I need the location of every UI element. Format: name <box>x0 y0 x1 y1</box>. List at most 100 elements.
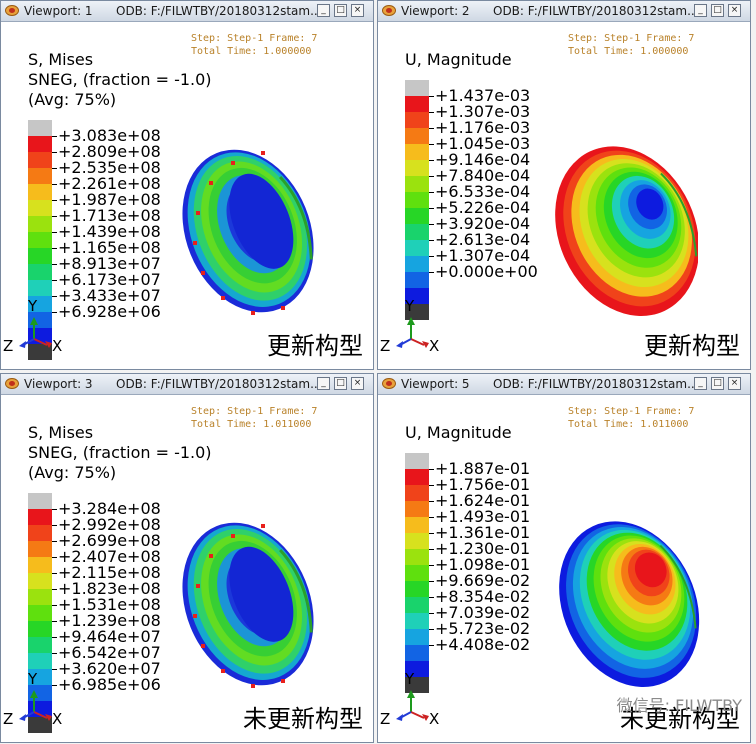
legend-swatch <box>28 344 52 360</box>
legend-tick <box>429 565 434 566</box>
legend-value: +1.624e-01 <box>435 491 531 510</box>
axis-label-x: X <box>429 337 440 355</box>
legend-swatch <box>405 613 429 629</box>
legend-swatch <box>28 605 52 621</box>
legend-tick <box>52 605 57 606</box>
legend-value: +5.226e-04 <box>435 198 531 217</box>
legend-swatch <box>28 621 52 637</box>
legend-value: +2.115e+08 <box>58 563 161 582</box>
legend-swatch <box>405 176 429 192</box>
legend-swatch <box>405 645 429 661</box>
contour-header-line: SNEG, (fraction = -1.0) <box>28 443 212 462</box>
maximize-icon[interactable]: □ <box>711 4 724 17</box>
minimize-icon[interactable]: _ <box>317 4 330 17</box>
legend-swatch <box>405 629 429 645</box>
legend-value: +1.887e-01 <box>435 459 531 478</box>
minimize-icon[interactable]: _ <box>317 377 330 390</box>
legend-value: +1.098e-01 <box>435 555 531 574</box>
contour-header-line: U, Magnitude <box>405 423 512 442</box>
maximize-icon[interactable]: □ <box>334 377 347 390</box>
legend-tick <box>52 653 57 654</box>
legend-value: +1.307e-03 <box>435 102 531 121</box>
legend-swatch <box>405 501 429 517</box>
viewport-titlebar[interactable]: Viewport: 1 ODB: F:/FILWTBY/20180312stam.… <box>1 1 373 22</box>
abaqus-app-icon <box>382 378 396 389</box>
viewport-titlebar[interactable]: Viewport: 5 ODB: F:/FILWTBY/20180312stam.… <box>378 374 750 395</box>
legend-swatch <box>28 232 52 248</box>
odb-path: ODB: F:/FILWTBY/20180312stam... <box>116 4 322 18</box>
legend-tick <box>52 152 57 153</box>
legend-tick <box>52 685 57 686</box>
configuration-caption: 未更新构型 <box>243 705 363 733</box>
maximize-icon[interactable]: □ <box>334 4 347 17</box>
legend-tick <box>429 469 434 470</box>
legend-value: +1.045e-03 <box>435 134 531 153</box>
legend-value: +1.823e+08 <box>58 579 161 598</box>
viewport-titlebar[interactable]: Viewport: 3 ODB: F:/FILWTBY/20180312stam.… <box>1 374 373 395</box>
step-frame-info: Step: Step-1 Frame: 7 <box>191 406 318 417</box>
close-icon[interactable]: × <box>351 4 364 17</box>
legend-value: +2.261e+08 <box>58 174 161 193</box>
legend-tick <box>429 629 434 630</box>
legend-swatch <box>28 168 52 184</box>
legend-tick <box>429 581 434 582</box>
legend-swatch <box>405 453 429 469</box>
legend-tick <box>52 525 57 526</box>
viewport-2[interactable]: Viewport: 2 ODB: F:/FILWTBY/20180312stam.… <box>377 0 751 370</box>
minimize-icon[interactable]: _ <box>694 377 707 390</box>
legend-tick <box>52 573 57 574</box>
legend-swatch <box>28 264 52 280</box>
legend-value: +1.439e+08 <box>58 222 161 241</box>
legend-tick <box>52 280 57 281</box>
viewport-titlebar[interactable]: Viewport: 2 ODB: F:/FILWTBY/20180312stam.… <box>378 1 750 22</box>
legend-value: +1.987e+08 <box>58 190 161 209</box>
legend-tick <box>52 264 57 265</box>
legend-swatch <box>28 509 52 525</box>
legend-swatch <box>28 653 52 669</box>
odb-path: ODB: F:/FILWTBY/20180312stam... <box>493 4 699 18</box>
legend-tick <box>429 96 434 97</box>
legend-tick <box>429 192 434 193</box>
step-frame-info: Step: Step-1 Frame: 7 <box>191 33 318 44</box>
legend-swatch <box>405 549 429 565</box>
legend-swatch <box>28 200 52 216</box>
close-icon[interactable]: × <box>728 4 741 17</box>
axis-triad: Y Z X <box>3 670 65 728</box>
viewport-5[interactable]: Viewport: 5 ODB: F:/FILWTBY/20180312stam.… <box>377 373 751 743</box>
axis-label-x: X <box>429 710 440 728</box>
legend-swatch <box>405 128 429 144</box>
triad-arrows-icon <box>396 690 429 721</box>
legend-swatch <box>28 557 52 573</box>
maximize-icon[interactable]: □ <box>711 377 724 390</box>
legend-tick <box>52 541 57 542</box>
legend-value: +1.176e-03 <box>435 118 531 137</box>
mises-contour-plot <box>182 149 314 315</box>
legend-tick <box>429 160 434 161</box>
minimize-icon[interactable]: _ <box>694 4 707 17</box>
legend-tick <box>429 597 434 598</box>
legend-tick <box>429 549 434 550</box>
legend-value: +1.230e-01 <box>435 539 531 558</box>
viewport-title: Viewport: 5 <box>401 377 470 391</box>
viewport-1[interactable]: Viewport: 1 ODB: F:/FILWTBY/20180312stam.… <box>0 0 374 370</box>
legend-value: +2.699e+08 <box>58 531 161 550</box>
axis-label-y: Y <box>28 670 38 688</box>
close-icon[interactable]: × <box>728 377 741 390</box>
legend-swatch <box>28 248 52 264</box>
legend-tick <box>429 501 434 502</box>
legend-tick <box>429 613 434 614</box>
legend-tick <box>52 637 57 638</box>
legend-tick <box>52 136 57 137</box>
triad-arrows-icon <box>19 690 52 721</box>
wechat-watermark: 微信号: FILWTBY <box>616 696 742 715</box>
contour-header-line: S, Mises <box>28 423 94 442</box>
close-icon[interactable]: × <box>351 377 364 390</box>
legend-swatch <box>405 565 429 581</box>
configuration-caption: 更新构型 <box>644 332 740 360</box>
legend-swatch <box>28 573 52 589</box>
axis-label-y: Y <box>405 670 415 688</box>
legend-tick <box>429 176 434 177</box>
viewport-3[interactable]: Viewport: 3 ODB: F:/FILWTBY/20180312stam.… <box>0 373 374 743</box>
legend-value: +4.408e-02 <box>435 635 531 654</box>
legend-swatch <box>28 120 52 136</box>
